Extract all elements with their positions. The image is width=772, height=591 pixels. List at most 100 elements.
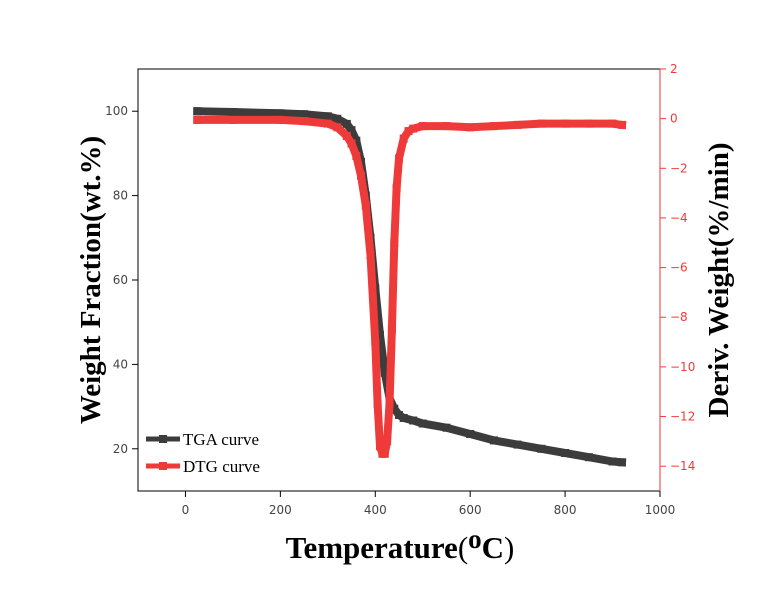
data-point: [608, 119, 617, 128]
legend-tga-marker: [159, 435, 167, 443]
right-y-axis-title: Deriv. Weight(%/min): [703, 143, 735, 418]
data-point: [513, 120, 522, 129]
data-point: [390, 238, 399, 247]
data-point: [390, 404, 399, 413]
plot-frame: [137, 68, 661, 492]
x-tick-label: 1000: [645, 503, 676, 517]
data-point: [276, 115, 285, 124]
data-point: [366, 251, 375, 260]
legend-dtg-marker: [159, 462, 167, 470]
data-point: [392, 184, 401, 193]
series-line: [193, 107, 627, 467]
right-y-tick-label: −10: [670, 360, 695, 374]
x-tick-label: 200: [269, 503, 292, 517]
x-tick-label: 400: [364, 503, 387, 517]
data-point: [584, 119, 593, 128]
data-point: [373, 400, 382, 409]
data-point: [380, 449, 389, 458]
data-point: [489, 122, 498, 131]
x-axis-title-open: (: [458, 530, 468, 565]
right-y-tick-label: 0: [670, 112, 678, 126]
data-point: [409, 124, 418, 133]
data-point: [371, 338, 380, 347]
data-point: [352, 136, 361, 145]
data-point: [352, 151, 361, 160]
left-y-tick-label: 20: [113, 442, 128, 456]
data-point: [300, 110, 309, 119]
data-point: [347, 139, 356, 148]
data-point: [442, 423, 451, 432]
right-y-tick-label: −14: [670, 459, 695, 473]
data-point: [228, 108, 237, 116]
x-axis-ticks: 0 200 400 600 800 1000: [182, 491, 676, 517]
data-point: [323, 112, 332, 121]
data-point: [385, 400, 394, 409]
tga-curve-series: [193, 107, 627, 467]
series-line: [193, 115, 627, 458]
data-point: [193, 115, 202, 124]
data-point: [561, 449, 570, 457]
data-point: [608, 457, 617, 466]
data-point: [228, 115, 237, 124]
x-tick-label: 0: [182, 503, 190, 517]
data-point: [489, 436, 498, 445]
dtg-curve-series: [193, 115, 627, 458]
data-point: [357, 171, 365, 180]
data-point: [395, 411, 403, 419]
left-y-axis-ticks: 20 40 60 80 100: [105, 104, 138, 456]
right-y-tick-label: −2: [670, 161, 688, 175]
data-point: [387, 325, 396, 334]
data-point: [376, 442, 384, 451]
data-point: [404, 127, 413, 136]
data-point: [584, 453, 593, 462]
data-point: [380, 368, 389, 377]
data-point: [399, 134, 408, 143]
data-point: [333, 123, 342, 132]
left-y-axis-title: Weight Fraction(wt.%): [75, 136, 107, 424]
data-point: [466, 123, 475, 132]
data-point: [537, 119, 546, 128]
x-axis-title-close: ): [504, 530, 514, 565]
data-point: [383, 437, 392, 446]
right-y-tick-label: −12: [670, 410, 695, 424]
legend-dtg-label: DTG curve: [183, 457, 260, 476]
data-point: [361, 201, 370, 210]
data-point: [561, 119, 570, 128]
data-point: [618, 458, 626, 467]
data-point: [466, 430, 475, 438]
data-point: [342, 132, 351, 140]
right-y-tick-label: −6: [670, 261, 688, 275]
legend-tga-label: TGA curve: [183, 430, 259, 449]
data-point: [300, 117, 309, 126]
data-point: [537, 444, 546, 453]
left-y-tick-label: 60: [113, 273, 128, 287]
x-tick-label: 600: [459, 503, 482, 517]
data-point: [513, 440, 522, 449]
data-point: [376, 330, 384, 339]
left-y-tick-label: 80: [113, 189, 128, 203]
data-point: [347, 126, 356, 135]
data-point: [276, 109, 285, 118]
x-axis-title-text: Temperature: [286, 530, 458, 565]
data-point: [193, 107, 202, 116]
x-axis-unit-superscript: o: [468, 524, 482, 554]
data-point: [395, 154, 403, 163]
x-axis-title: Temperature(oC): [286, 524, 515, 565]
data-point: [342, 119, 351, 128]
data-point: [418, 419, 427, 428]
right-y-axis-ticks: 2 0 −2 −4 −6 −8 −10 −12 −14: [660, 62, 695, 473]
data-point: [442, 122, 451, 131]
data-point: [409, 416, 418, 425]
data-point: [323, 119, 332, 128]
data-point: [418, 122, 427, 131]
right-y-tick-label: −8: [670, 310, 688, 324]
legend: TGA curve DTG curve: [146, 430, 260, 476]
right-y-tick-label: 2: [670, 62, 678, 76]
x-tick-label: 800: [554, 503, 577, 517]
right-y-tick-label: −4: [670, 211, 688, 225]
data-point: [333, 114, 342, 123]
left-y-tick-label: 100: [105, 104, 128, 118]
data-point: [618, 120, 626, 129]
left-y-tick-label: 40: [113, 357, 128, 371]
